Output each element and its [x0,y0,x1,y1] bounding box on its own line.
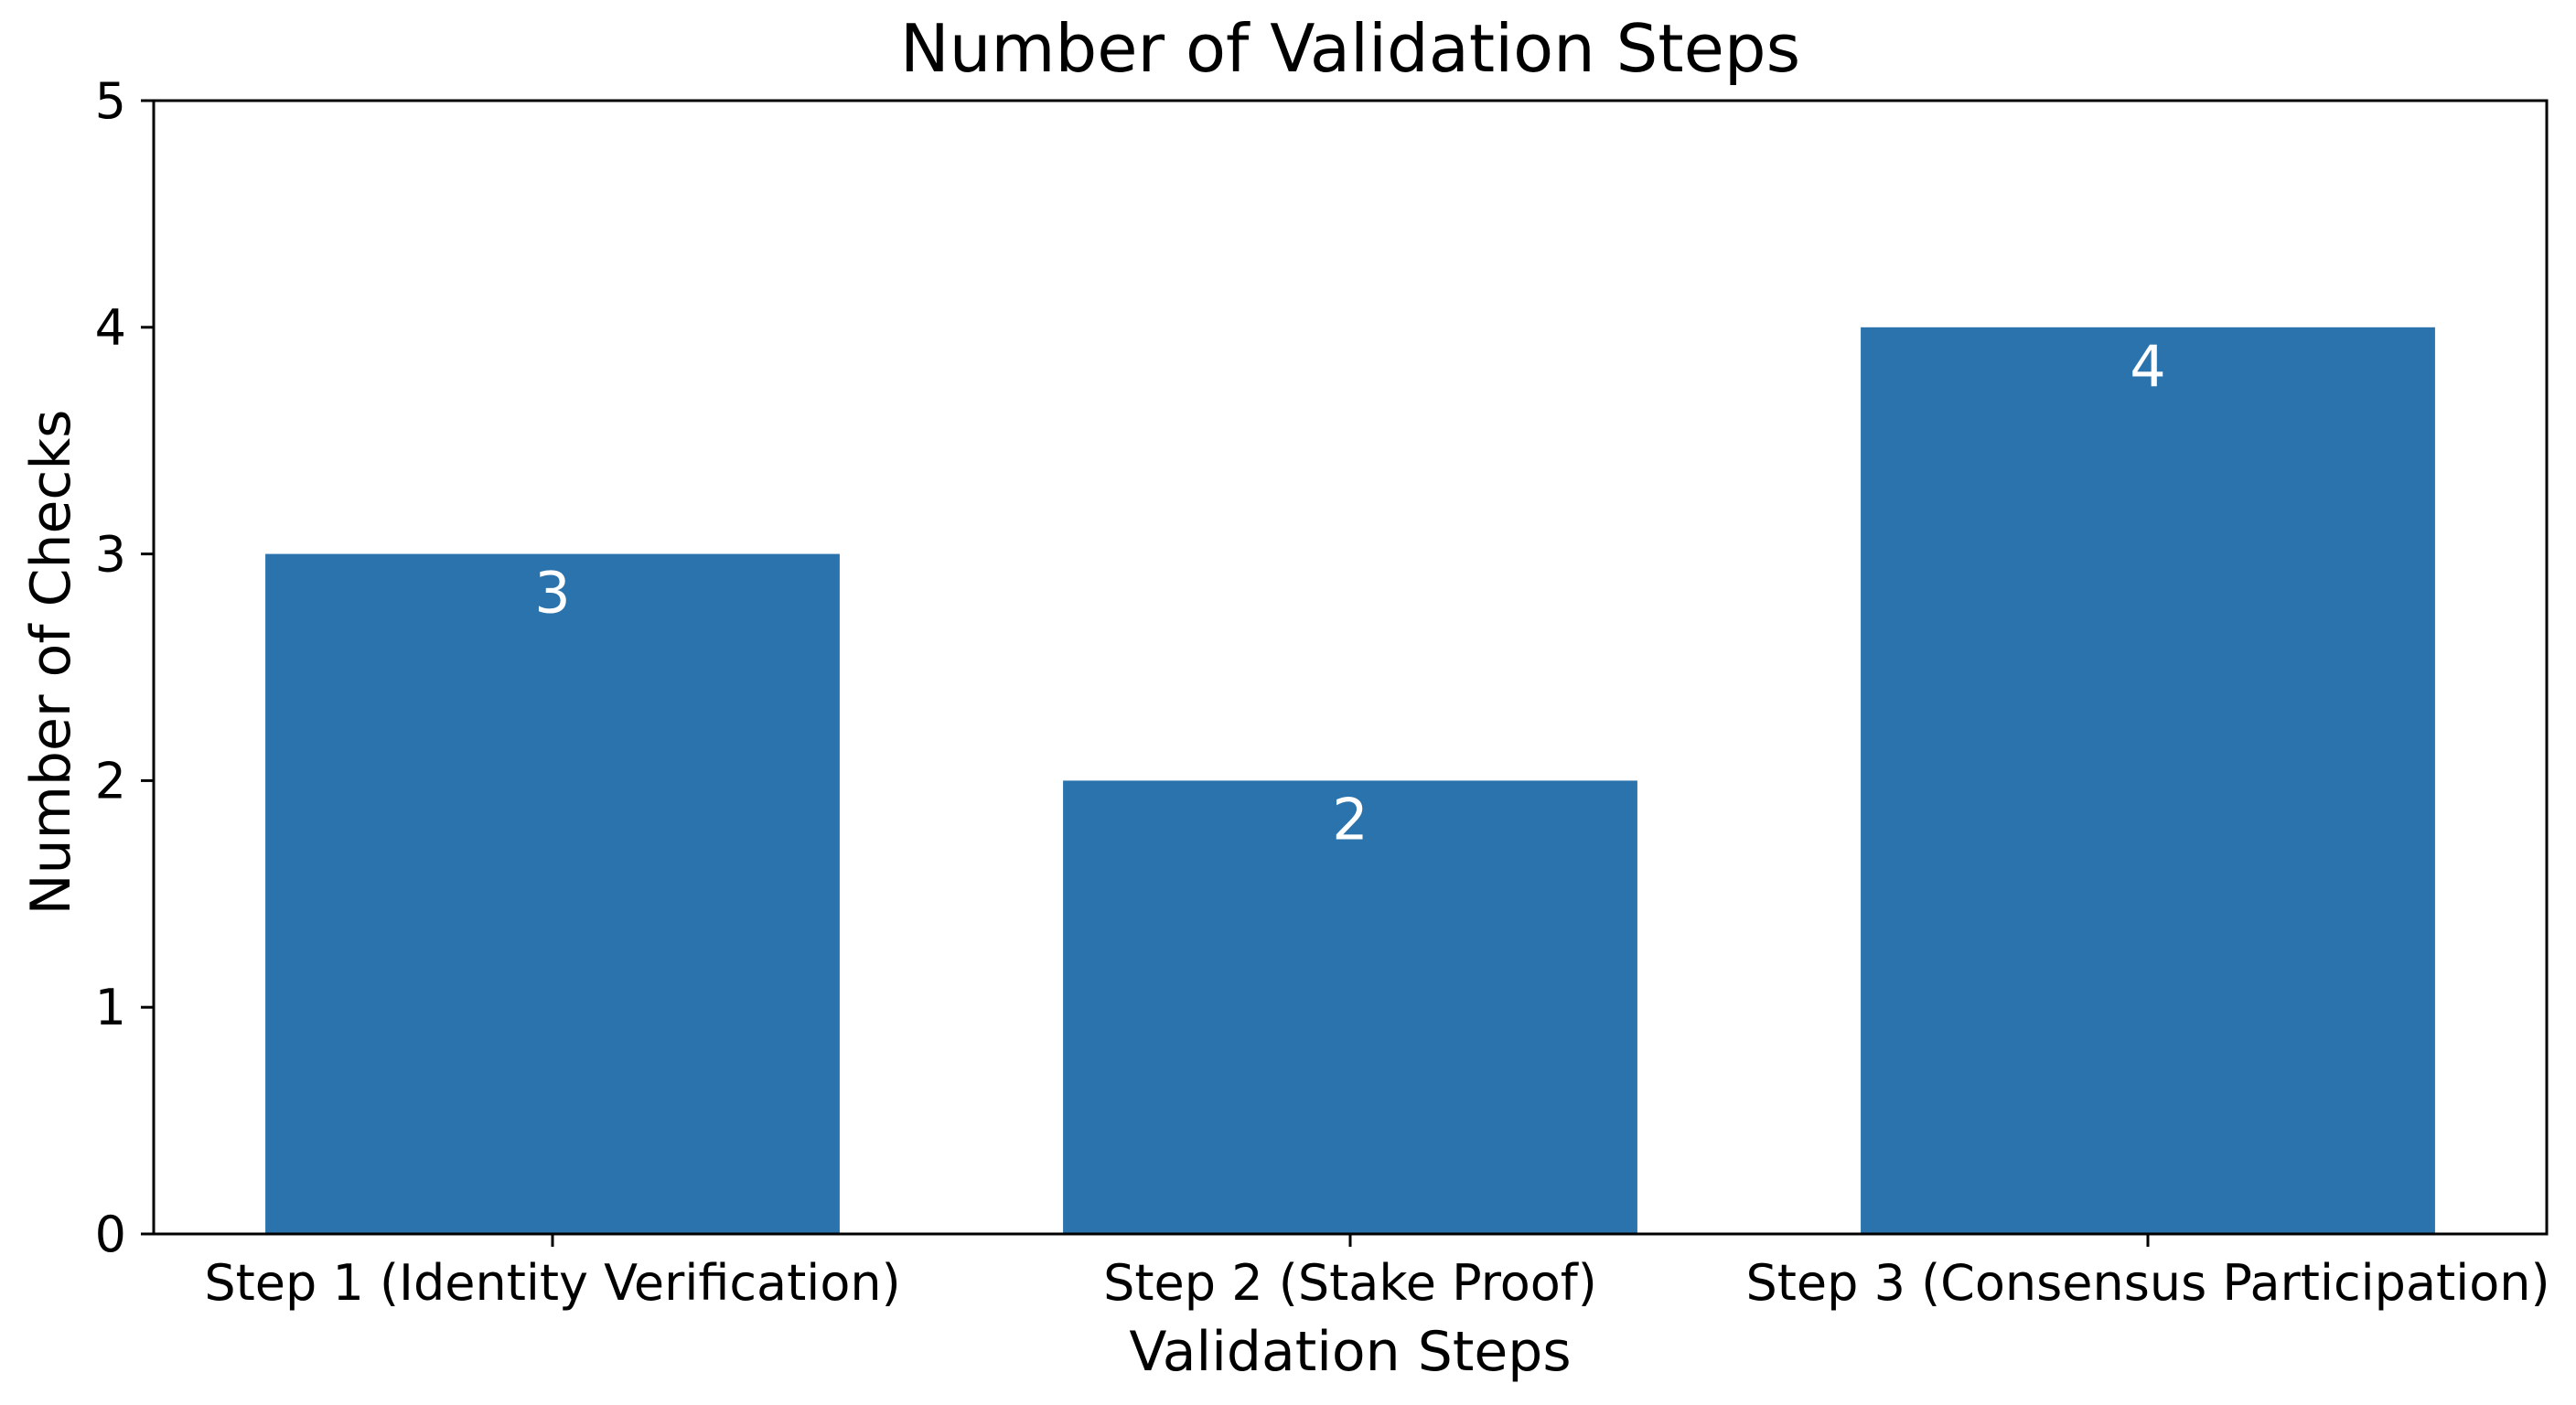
y-tick-label-2: 2 [95,752,126,810]
bar-value-label-3: 4 [2130,333,2165,400]
y-tick-label-1: 1 [95,979,126,1036]
bar-value-label-2: 2 [1332,786,1368,853]
bar-value-label-1: 3 [534,560,570,627]
bar-3 [1861,327,2435,1234]
y-axis-title: Number of Checks [19,410,83,916]
chart-title: Number of Validation Steps [900,10,1800,87]
y-tick-label-0: 0 [95,1206,126,1263]
y-tick-label-3: 3 [95,526,126,584]
x-category-label-2: Step 2 (Stake Proof) [1103,1254,1597,1312]
x-category-label-1: Step 1 (Identity Verification) [204,1254,900,1312]
x-category-label-3: Step 3 (Consensus Participation) [1745,1254,2549,1312]
bar-1 [265,553,840,1234]
plot-area: 3 2 4 0 1 2 3 4 5 Step 1 (Identity Verification) S… [95,72,2550,1312]
y-tick-label-4: 4 [95,299,126,357]
y-tick-label-5: 5 [95,72,126,130]
bar-2 [1063,780,1637,1234]
x-axis-title: Validation Steps [1129,1320,1571,1384]
